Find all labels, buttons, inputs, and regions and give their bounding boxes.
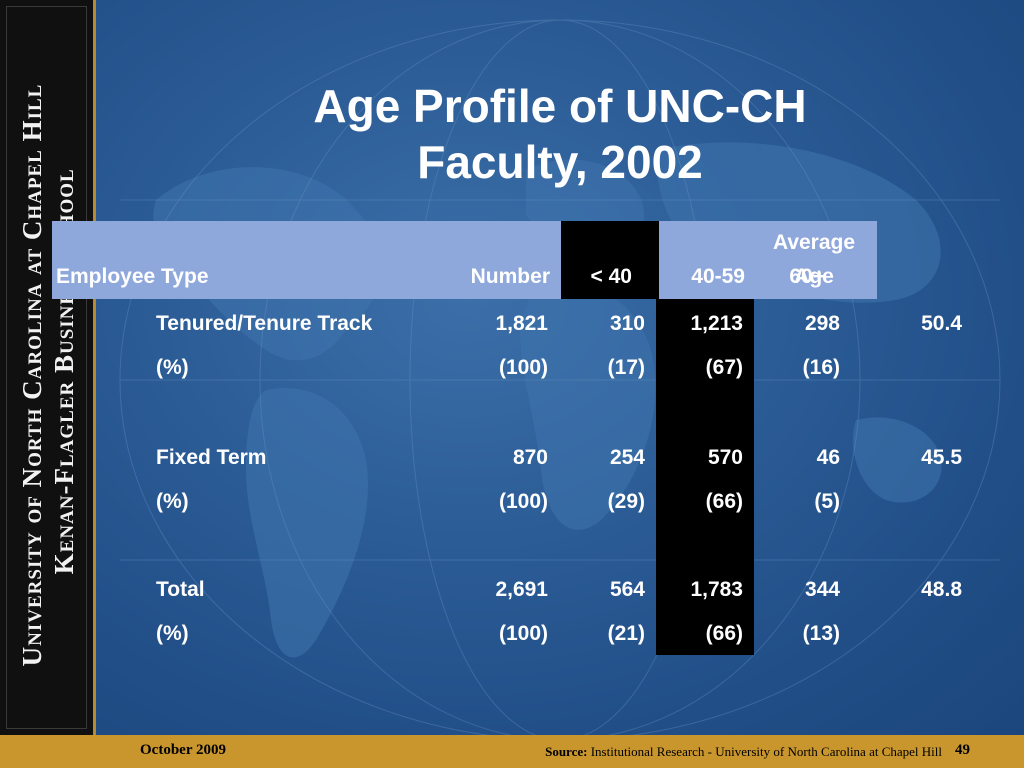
university-name: University of North Carolina at Chapel H… [17,83,47,667]
slide-main: Age Profile of UNC-CH Faculty, 2002 [96,0,1024,735]
source-text: Institutional Research - University of N… [590,744,942,759]
header-age: Age [794,265,834,288]
cell-number: (100) [498,490,548,513]
cell-employee-type: (%) [156,622,189,645]
cell-average-age: 45.5 [921,446,962,469]
cell-40-59: 570 [707,446,743,469]
header-60-plus: 60+ [789,265,825,288]
table-header-row: Employee Type Number < 40 40-59 60+ Aver… [52,221,877,299]
header-under-40: < 40 [590,265,632,288]
cell-number: 1,821 [495,312,548,335]
cell-under-40: (21) [607,622,645,645]
header-employee-type: Employee Type [56,265,209,288]
cell-60-plus: (5) [814,490,840,513]
sideband-frame [6,6,87,729]
cell-60-plus: 46 [816,446,840,469]
cell-number: 870 [512,446,548,469]
cell-40-59: (66) [705,622,743,645]
cell-under-40: (29) [607,490,645,513]
cell-60-plus: 344 [804,578,840,601]
cell-employee-type: Tenured/Tenure Track [156,312,373,335]
cell-under-40: 564 [609,578,645,601]
cell-number: (100) [498,622,548,645]
cell-number: (100) [498,356,548,379]
header-number: Number [470,265,550,288]
sideband: University of North Carolina at Chapel H… [0,0,96,735]
header-40-59: 40-59 [691,265,745,288]
cell-40-59: (67) [705,356,743,379]
cell-40-59: 1,213 [690,312,743,335]
header-highlight-40-59 [561,221,659,299]
cell-under-40: 254 [609,446,645,469]
cell-60-plus: (16) [802,356,840,379]
cell-under-40: (17) [607,356,645,379]
cell-number: 2,691 [495,578,548,601]
footer-source: Source: Institutional Research - Univers… [545,744,942,760]
header-average: Average [772,231,856,254]
cell-40-59: 1,783 [690,578,743,601]
title-line-1: Age Profile of UNC-CH [313,80,807,132]
cell-average-age: 50.4 [921,312,962,335]
source-label: Source: [545,744,588,759]
cell-employee-type: (%) [156,490,189,513]
cell-employee-type: Total [156,578,205,601]
cell-40-59: (66) [705,490,743,513]
cell-60-plus: 298 [804,312,840,335]
title-line-2: Faculty, 2002 [417,136,703,188]
cell-under-40: 310 [609,312,645,335]
slide-title: Age Profile of UNC-CH Faculty, 2002 [96,78,1024,190]
footer-bar: October 2009 Source: Institutional Resea… [0,735,1024,768]
page-number: 49 [955,742,970,758]
footer-date: October 2009 [140,742,226,758]
cell-employee-type: (%) [156,356,189,379]
cell-60-plus: (13) [802,622,840,645]
cell-employee-type: Fixed Term [156,446,267,469]
school-name: Kenan-Flagler Business School [49,168,79,575]
cell-average-age: 48.8 [921,578,962,601]
